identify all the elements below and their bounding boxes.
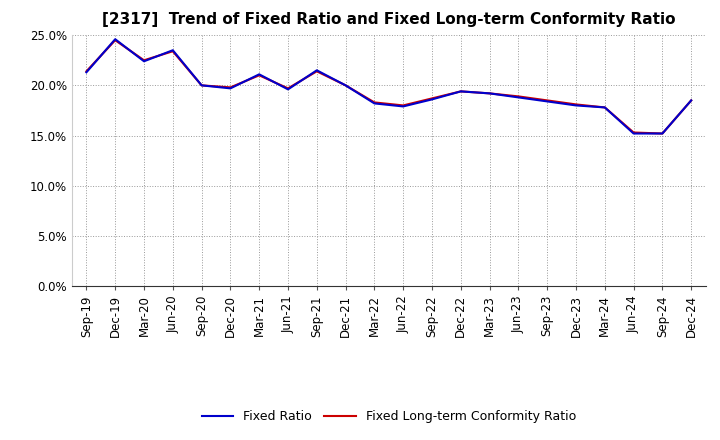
Fixed Long-term Conformity Ratio (284, 86, 292, 91)
Fixed Long-term Conformity Ratio (514, 94, 523, 99)
Fixed Long-term Conformity Ratio (485, 91, 494, 96)
Fixed Long-term Conformity Ratio (226, 85, 235, 90)
Fixed Ratio (456, 89, 465, 94)
Fixed Ratio (370, 101, 379, 106)
Fixed Long-term Conformity Ratio (572, 102, 580, 107)
Fixed Long-term Conformity Ratio (658, 131, 667, 136)
Fixed Long-term Conformity Ratio (399, 103, 408, 108)
Fixed Ratio (600, 105, 609, 110)
Fixed Ratio (284, 87, 292, 92)
Fixed Long-term Conformity Ratio (370, 100, 379, 105)
Fixed Long-term Conformity Ratio (341, 83, 350, 88)
Fixed Long-term Conformity Ratio (111, 37, 120, 43)
Fixed Long-term Conformity Ratio (600, 105, 609, 110)
Fixed Ratio (168, 48, 177, 53)
Fixed Ratio (226, 86, 235, 91)
Fixed Ratio (543, 99, 552, 104)
Fixed Long-term Conformity Ratio (543, 98, 552, 103)
Fixed Ratio (629, 131, 638, 136)
Fixed Long-term Conformity Ratio (82, 69, 91, 74)
Fixed Long-term Conformity Ratio (140, 58, 148, 63)
Fixed Ratio (399, 104, 408, 109)
Fixed Ratio (658, 131, 667, 136)
Fixed Ratio (197, 83, 206, 88)
Fixed Ratio (428, 97, 436, 102)
Line: Fixed Long-term Conformity Ratio: Fixed Long-term Conformity Ratio (86, 40, 691, 133)
Fixed Long-term Conformity Ratio (629, 130, 638, 135)
Fixed Ratio (255, 72, 264, 77)
Fixed Ratio (341, 83, 350, 88)
Fixed Ratio (140, 59, 148, 64)
Title: [2317]  Trend of Fixed Ratio and Fixed Long-term Conformity Ratio: [2317] Trend of Fixed Ratio and Fixed Lo… (102, 12, 675, 27)
Legend: Fixed Ratio, Fixed Long-term Conformity Ratio: Fixed Ratio, Fixed Long-term Conformity … (197, 405, 581, 428)
Fixed Long-term Conformity Ratio (168, 48, 177, 54)
Line: Fixed Ratio: Fixed Ratio (86, 39, 691, 133)
Fixed Long-term Conformity Ratio (456, 89, 465, 94)
Fixed Ratio (82, 70, 91, 75)
Fixed Long-term Conformity Ratio (687, 98, 696, 103)
Fixed Ratio (485, 91, 494, 96)
Fixed Ratio (312, 68, 321, 73)
Fixed Ratio (514, 95, 523, 100)
Fixed Long-term Conformity Ratio (255, 73, 264, 78)
Fixed Ratio (572, 103, 580, 108)
Fixed Long-term Conformity Ratio (312, 69, 321, 74)
Fixed Long-term Conformity Ratio (428, 96, 436, 101)
Fixed Ratio (687, 98, 696, 103)
Fixed Long-term Conformity Ratio (197, 83, 206, 88)
Fixed Ratio (111, 37, 120, 42)
